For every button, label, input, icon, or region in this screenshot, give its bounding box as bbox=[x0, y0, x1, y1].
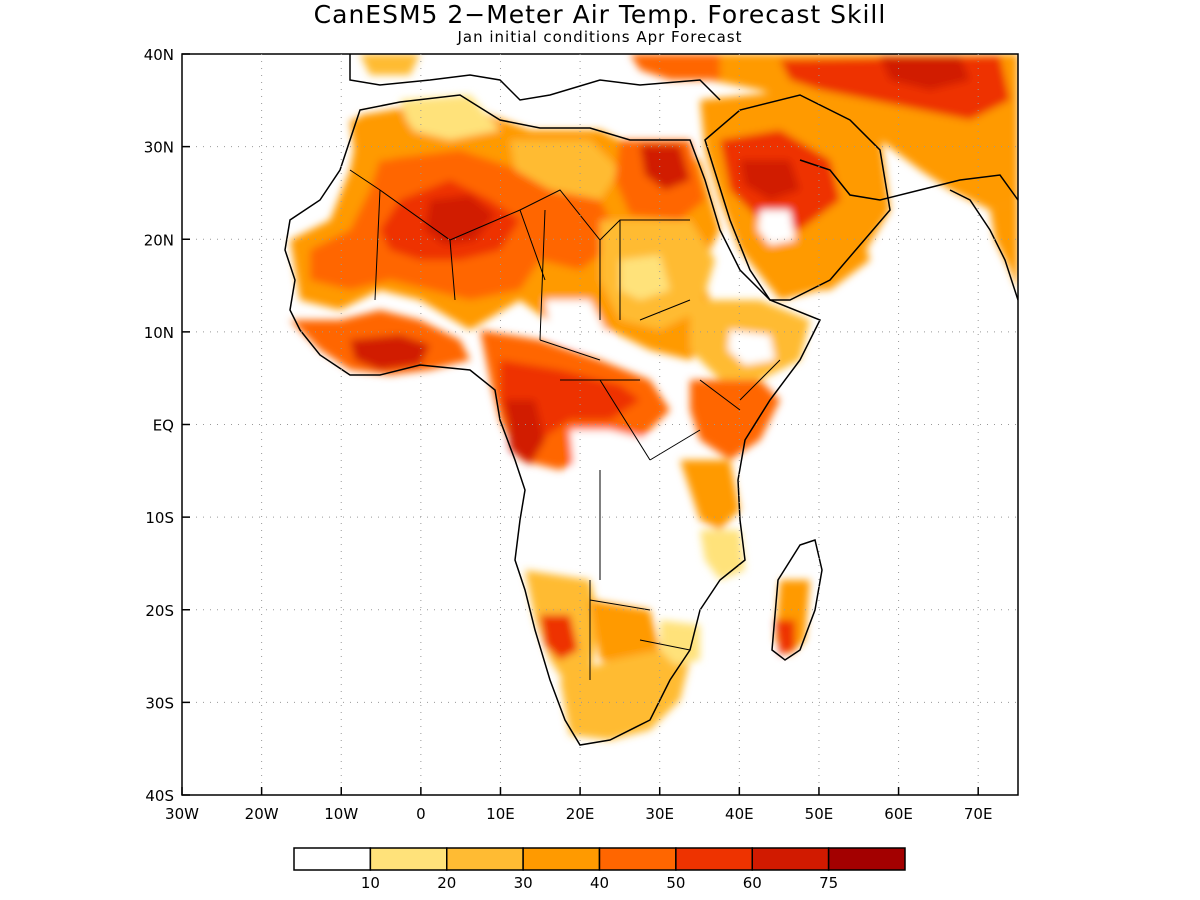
x-tick-label-2: 10W bbox=[324, 805, 358, 823]
shade-iran-75 bbox=[880, 56, 970, 90]
colorbar-label-0: 10 bbox=[361, 874, 380, 892]
colorbar-label-4: 50 bbox=[666, 874, 685, 892]
shade-namibia-60 bbox=[540, 615, 578, 660]
colorbar-label-1: 20 bbox=[437, 874, 456, 892]
colorbar-swatch-0 bbox=[293, 847, 372, 871]
y-tick-label-5: 10S bbox=[145, 509, 174, 527]
shade-iberia-30 bbox=[360, 54, 420, 75]
shade-madagascar-60 bbox=[775, 620, 795, 655]
map-subtitle: Jan initial conditions Apr Forecast bbox=[457, 28, 743, 46]
shade-ethiopia-white bbox=[728, 330, 775, 365]
x-tick-label-5: 20E bbox=[566, 805, 595, 823]
x-tick-label-0: 30W bbox=[165, 805, 199, 823]
border-lines bbox=[349, 169, 781, 680]
shade-arabia-75 bbox=[740, 160, 800, 200]
y-tick-label-8: 40S bbox=[145, 787, 174, 805]
colorbar-swatch-3 bbox=[522, 847, 601, 871]
map-title: CanESM5 2−Meter Air Temp. Forecast Skill bbox=[313, 0, 887, 29]
shade-congo-white bbox=[570, 430, 660, 500]
shade-tanzania-40 bbox=[680, 460, 740, 530]
colorbar-label-3: 40 bbox=[590, 874, 609, 892]
y-tick-label-7: 30S bbox=[145, 694, 174, 712]
shade-egypt-75 bbox=[640, 145, 690, 190]
skill-shading bbox=[290, 54, 1018, 740]
x-tick-label-7: 40E bbox=[725, 805, 754, 823]
persian-gulf-coastline bbox=[799, 159, 1018, 201]
shade-arabia-white bbox=[758, 210, 795, 245]
arabia-coastline bbox=[704, 94, 891, 301]
colorbar-swatch-4 bbox=[598, 847, 677, 871]
shade-sudan-20 bbox=[620, 255, 670, 300]
x-tick-label-9: 60E bbox=[884, 805, 913, 823]
madagascar-coastline bbox=[771, 539, 823, 661]
x-axis: 30W 20W 10W 0 10E 20E 30E 40E 50E 60E 70E bbox=[165, 787, 992, 823]
shade-gabon-75 bbox=[505, 400, 545, 465]
y-tick-label-4: EQ bbox=[153, 417, 174, 435]
colorbar-swatch-1 bbox=[369, 847, 448, 871]
y-tick-label-3: 10N bbox=[144, 324, 174, 342]
shade-arabia-south-40 bbox=[780, 230, 870, 290]
colorbar: 10 20 30 40 50 60 75 bbox=[293, 847, 906, 892]
shade-india-40 bbox=[990, 200, 1018, 290]
shade-libya-40 bbox=[510, 140, 620, 200]
shade-guinea-75 bbox=[350, 335, 430, 370]
colorbar-swatch-5 bbox=[675, 847, 753, 871]
europe-coastline bbox=[349, 54, 721, 101]
x-tick-label-1: 20W bbox=[245, 805, 279, 823]
shade-kenya-50 bbox=[690, 380, 780, 460]
x-tick-label-6: 30E bbox=[645, 805, 674, 823]
africa-coastline bbox=[284, 94, 822, 746]
shade-botswana-40 bbox=[590, 600, 660, 665]
x-tick-label-4: 10E bbox=[486, 805, 515, 823]
shade-north-20 bbox=[400, 95, 500, 140]
y-tick-label-0: 40N bbox=[144, 46, 174, 64]
colorbar-label-2: 30 bbox=[514, 874, 533, 892]
x-tick-label-3: 0 bbox=[416, 805, 426, 823]
shade-sahara-75 bbox=[425, 195, 495, 245]
x-tick-label-8: 50E bbox=[805, 805, 834, 823]
shade-morocco-40 bbox=[350, 110, 420, 160]
shade-mozambique-20 bbox=[700, 530, 745, 580]
coastlines bbox=[284, 54, 1018, 746]
y-tick-label-2: 20N bbox=[144, 231, 174, 249]
y-tick-label-1: 30N bbox=[144, 139, 174, 157]
x-tick-label-10: 70E bbox=[964, 805, 993, 823]
shade-cameroon-white bbox=[545, 300, 610, 345]
colorbar-swatch-7 bbox=[827, 847, 906, 871]
colorbar-label-5: 60 bbox=[743, 874, 762, 892]
shade-southafrica-30 bbox=[560, 650, 690, 740]
shade-mozambique-south-20 bbox=[660, 620, 700, 665]
colorbar-swatch-6 bbox=[751, 847, 830, 871]
y-tick-label-6: 20S bbox=[145, 602, 174, 620]
india-coastline bbox=[949, 189, 1018, 301]
colorbar-swatch-2 bbox=[446, 847, 524, 871]
shade-turkey-50 bbox=[630, 54, 720, 80]
y-axis: 40N 30N 20N 10N EQ 10S 20S 30S 40S bbox=[144, 46, 190, 805]
colorbar-label-6: 75 bbox=[819, 874, 838, 892]
